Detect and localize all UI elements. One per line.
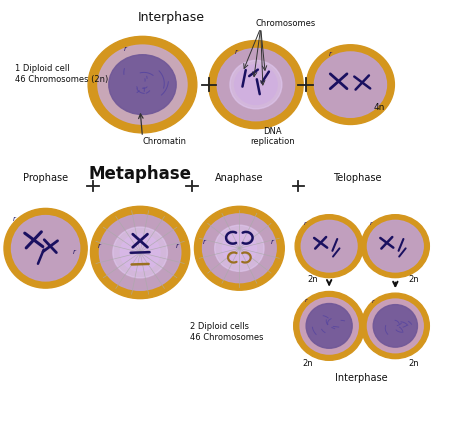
Text: Prophase: Prophase [23,173,68,183]
Text: r: r [304,221,306,226]
Text: r: r [370,221,373,226]
Text: r: r [13,216,16,222]
Text: r: r [73,249,75,255]
Ellipse shape [120,234,160,271]
Ellipse shape [202,214,276,282]
Ellipse shape [373,305,418,347]
Ellipse shape [367,220,423,272]
Text: r: r [176,243,179,249]
Ellipse shape [215,225,264,272]
Text: 4n: 4n [373,103,384,112]
Ellipse shape [194,206,284,290]
Text: 2n: 2n [408,359,419,368]
Ellipse shape [113,227,167,278]
Text: 2n: 2n [408,275,419,284]
Text: r: r [98,243,101,249]
Ellipse shape [91,206,190,298]
Ellipse shape [300,298,358,354]
Text: r: r [329,51,332,57]
Text: Chromosomes: Chromosomes [256,19,316,28]
Ellipse shape [235,65,277,104]
Ellipse shape [361,293,429,359]
Ellipse shape [314,52,386,117]
Text: r: r [271,239,273,245]
Ellipse shape [11,216,80,281]
Text: 2n: 2n [302,359,313,368]
Ellipse shape [217,48,295,121]
Ellipse shape [294,291,365,360]
Text: r: r [202,239,205,245]
Ellipse shape [230,60,282,109]
Ellipse shape [301,220,357,272]
Text: Interphase: Interphase [335,373,387,384]
Ellipse shape [109,55,176,115]
Text: Interphase: Interphase [137,11,204,24]
Ellipse shape [209,40,303,129]
Text: r: r [124,46,127,52]
Text: DNA
replication: DNA replication [250,127,295,146]
Ellipse shape [367,299,423,353]
Ellipse shape [222,232,256,264]
Text: r: r [372,299,375,304]
Ellipse shape [306,304,352,348]
Ellipse shape [307,45,394,125]
Text: r: r [235,49,237,55]
Ellipse shape [361,215,429,277]
Text: 2n: 2n [307,275,318,284]
Ellipse shape [100,215,181,290]
Text: Telophase: Telophase [333,173,382,183]
Ellipse shape [88,36,197,133]
Text: 1 Diploid cell
46 Chromosomes (2n): 1 Diploid cell 46 Chromosomes (2n) [15,64,108,84]
Text: Anaphase: Anaphase [215,173,264,183]
Text: Metaphase: Metaphase [89,165,191,183]
Text: r: r [305,298,308,303]
Ellipse shape [295,215,363,277]
Ellipse shape [98,45,187,124]
Ellipse shape [4,208,87,288]
Text: 2 Diploid cells
46 Chromosomes: 2 Diploid cells 46 Chromosomes [190,322,263,342]
Text: Chromatin: Chromatin [143,137,186,146]
